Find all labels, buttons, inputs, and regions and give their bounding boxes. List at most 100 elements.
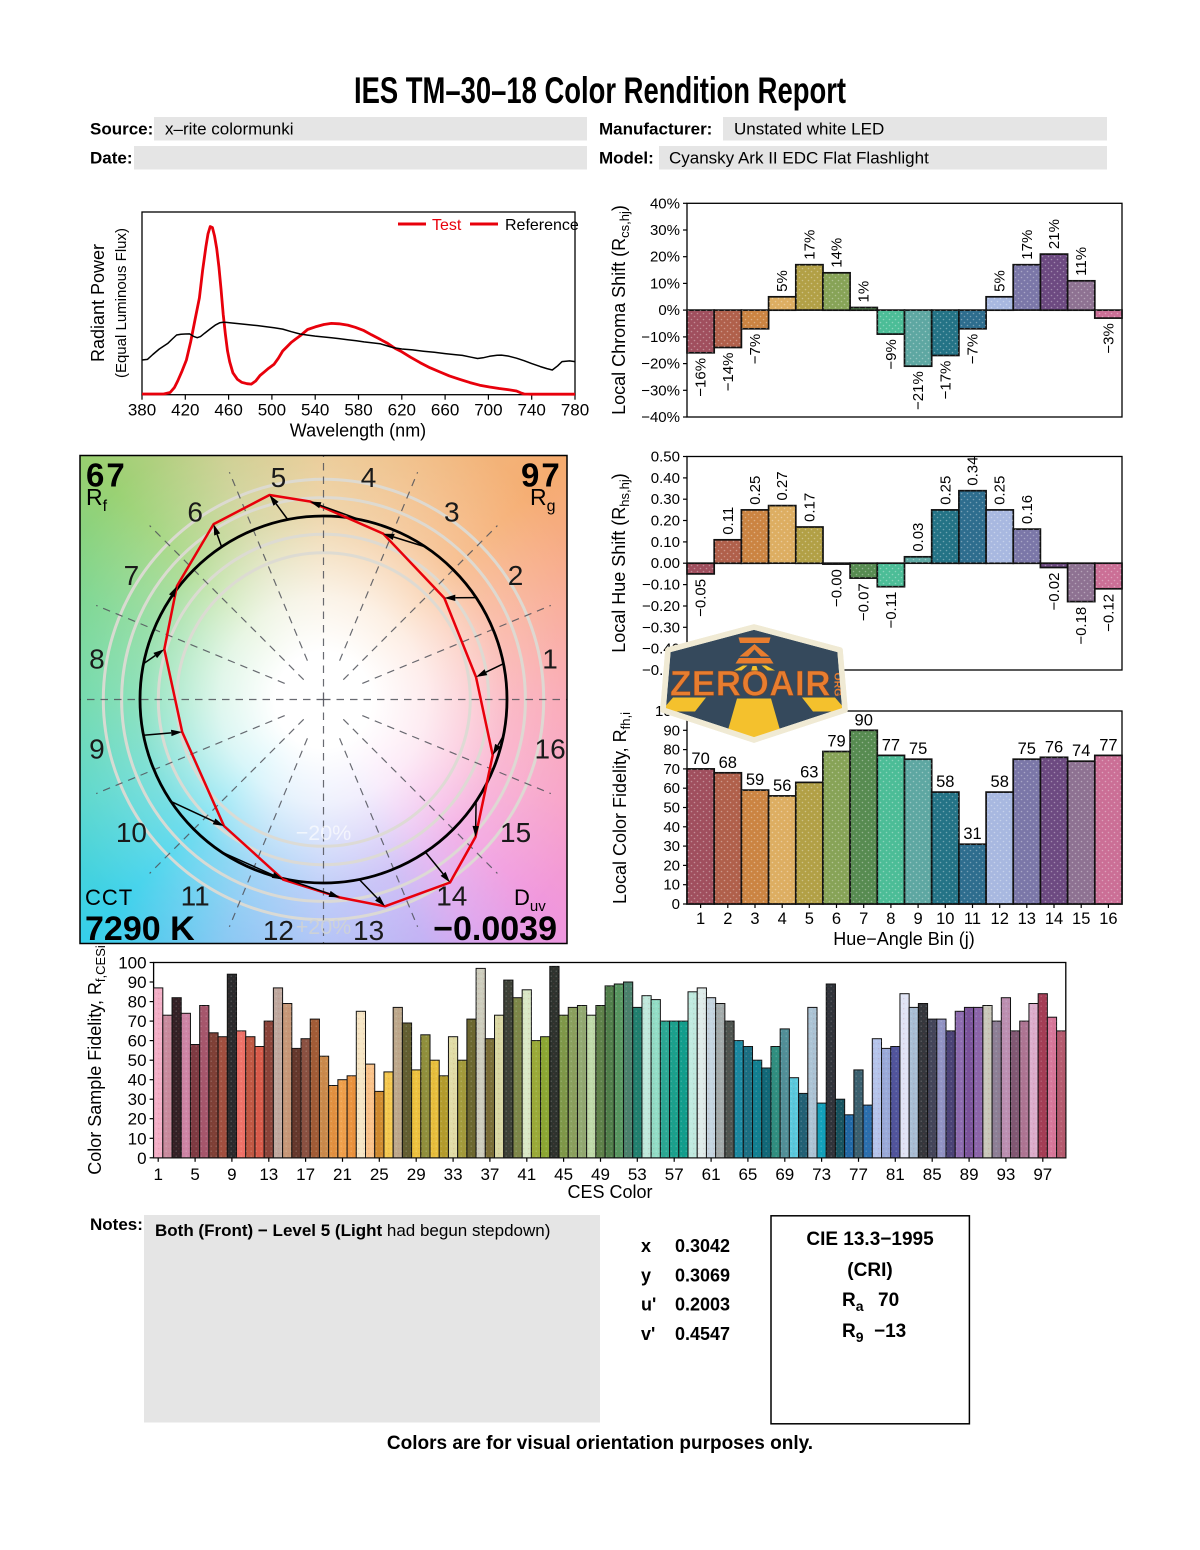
svg-text:89: 89	[960, 1165, 979, 1184]
svg-text:0.11: 0.11	[720, 507, 737, 535]
svg-text:0.3042: 0.3042	[675, 1236, 730, 1256]
svg-text:0.25: 0.25	[937, 476, 954, 505]
svg-text:33: 33	[444, 1165, 463, 1184]
svg-text:−9%: −9%	[883, 339, 900, 369]
svg-text:Test: Test	[432, 217, 462, 234]
svg-text:380: 380	[128, 401, 156, 420]
svg-text:45: 45	[554, 1165, 573, 1184]
svg-text:81: 81	[886, 1165, 905, 1184]
svg-text:50: 50	[128, 1051, 147, 1070]
svg-text:−0.05: −0.05	[693, 579, 710, 617]
svg-text:540: 540	[301, 401, 329, 420]
svg-text:0.2003: 0.2003	[675, 1295, 730, 1315]
svg-text:6: 6	[187, 496, 203, 527]
svg-text:61: 61	[702, 1165, 721, 1184]
svg-text:68: 68	[719, 754, 737, 772]
svg-text:16: 16	[535, 734, 566, 765]
svg-text:−0.07: −0.07	[856, 583, 873, 621]
svg-text:0.27: 0.27	[774, 471, 791, 500]
svg-text:14%: 14%	[829, 238, 846, 268]
svg-text:−7%: −7%	[965, 334, 982, 364]
svg-text:0.20: 0.20	[651, 513, 680, 530]
svg-text:+20%: +20%	[296, 915, 352, 939]
svg-text:0.00: 0.00	[651, 555, 680, 572]
svg-text:700: 700	[474, 401, 502, 420]
svg-text:9: 9	[227, 1165, 236, 1184]
svg-text:0.3069: 0.3069	[675, 1265, 730, 1285]
svg-text:10: 10	[663, 877, 680, 894]
svg-text:4: 4	[361, 462, 377, 493]
svg-text:−0.0039: −0.0039	[433, 910, 557, 948]
svg-text:ZEROAIR: ZEROAIR	[670, 665, 831, 704]
svg-text:0: 0	[137, 1149, 146, 1168]
svg-text:500: 500	[258, 401, 286, 420]
svg-text:1: 1	[153, 1165, 162, 1184]
svg-text:420: 420	[171, 401, 199, 420]
svg-text:10: 10	[116, 817, 147, 848]
svg-text:9: 9	[914, 910, 923, 928]
svg-text:80: 80	[663, 742, 680, 759]
svg-text:79: 79	[827, 733, 845, 751]
svg-text:60: 60	[663, 780, 680, 797]
svg-text:76: 76	[1045, 738, 1063, 756]
svg-text:74: 74	[1072, 742, 1090, 760]
svg-text:77: 77	[849, 1165, 868, 1184]
svg-text:90: 90	[663, 722, 680, 739]
svg-text:x–rite colormunki: x–rite colormunki	[165, 120, 294, 139]
svg-text:0.50: 0.50	[651, 449, 680, 466]
svg-text:10: 10	[936, 910, 954, 928]
svg-text:Hue−Angle Bin (j): Hue−Angle Bin (j)	[833, 929, 975, 949]
svg-text:740: 740	[518, 401, 546, 420]
svg-text:77: 77	[1099, 736, 1117, 754]
svg-text:x: x	[641, 1236, 651, 1256]
svg-text:0: 0	[672, 896, 680, 913]
svg-text:3: 3	[750, 910, 759, 928]
svg-text:−20%: −20%	[296, 821, 352, 845]
svg-text:85: 85	[923, 1165, 942, 1184]
svg-text:−0.02: −0.02	[1046, 573, 1063, 611]
svg-text:Radiant Power: Radiant Power	[88, 244, 108, 362]
svg-text:−0.00: −0.00	[829, 569, 846, 607]
svg-text:5%: 5%	[992, 270, 1009, 292]
svg-text:25: 25	[370, 1165, 389, 1184]
svg-text:1%: 1%	[856, 281, 873, 303]
svg-text:Notes:: Notes:	[90, 1215, 143, 1234]
svg-text:−14%: −14%	[720, 353, 737, 392]
svg-text:0.25: 0.25	[992, 476, 1009, 505]
svg-text:−30%: −30%	[641, 382, 680, 399]
svg-text:v': v'	[641, 1324, 655, 1344]
svg-text:30%: 30%	[650, 222, 680, 239]
svg-text:0.17: 0.17	[801, 493, 818, 522]
svg-text:75: 75	[909, 740, 927, 758]
svg-text:Unstated white LED: Unstated white LED	[734, 120, 884, 139]
svg-text:0%: 0%	[658, 302, 680, 319]
svg-text:Cyansky Ark II EDC Flat Flashl: Cyansky Ark II EDC Flat Flashlight	[669, 149, 929, 168]
svg-text:−0.30: −0.30	[642, 619, 680, 636]
svg-text:49: 49	[591, 1165, 610, 1184]
svg-text:50: 50	[663, 800, 680, 817]
svg-text:67: 67	[86, 457, 127, 494]
svg-text:7: 7	[859, 910, 868, 928]
svg-text:5%: 5%	[774, 270, 791, 292]
svg-text:58: 58	[936, 773, 954, 791]
svg-text:11: 11	[181, 881, 210, 912]
svg-text:3: 3	[444, 496, 460, 527]
svg-text:12: 12	[991, 910, 1009, 928]
svg-text:70: 70	[878, 1290, 899, 1311]
svg-text:93: 93	[996, 1165, 1015, 1184]
svg-text:R9: R9	[842, 1321, 864, 1345]
svg-text:Colors are for visual orientat: Colors are for visual orientation purpos…	[387, 1433, 813, 1454]
svg-text:4: 4	[778, 910, 787, 928]
svg-text:58: 58	[991, 773, 1009, 791]
svg-text:57: 57	[665, 1165, 684, 1184]
svg-text:Local Chroma Shift (Rcs,hj): Local Chroma Shift (Rcs,hj)	[609, 205, 632, 415]
svg-text:20: 20	[663, 857, 680, 874]
svg-text:29: 29	[407, 1165, 426, 1184]
svg-text:40%: 40%	[650, 195, 680, 212]
svg-text:31: 31	[963, 825, 981, 843]
svg-text:100: 100	[118, 954, 146, 973]
svg-text:1: 1	[542, 643, 558, 674]
svg-text:30: 30	[663, 838, 680, 855]
svg-text:15: 15	[500, 817, 531, 848]
svg-text:8: 8	[886, 910, 895, 928]
